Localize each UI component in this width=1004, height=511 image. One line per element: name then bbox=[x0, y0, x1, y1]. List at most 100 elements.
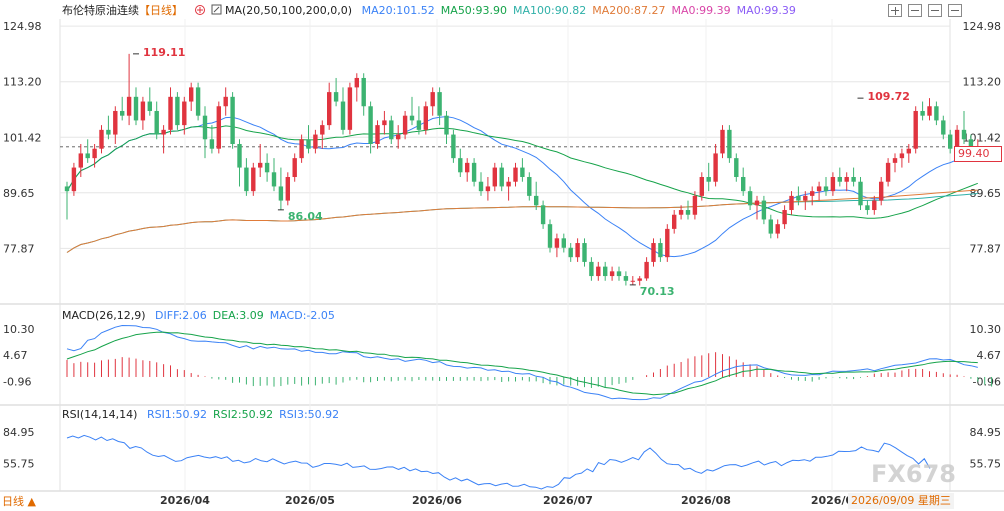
candle bbox=[506, 177, 511, 201]
settings-button[interactable] bbox=[948, 4, 962, 17]
candle bbox=[616, 266, 622, 281]
candle bbox=[810, 186, 815, 206]
price-annotation: 86.04 bbox=[277, 209, 323, 223]
candle bbox=[64, 181, 70, 220]
candle bbox=[630, 276, 635, 285]
candle bbox=[430, 87, 435, 116]
candle bbox=[713, 143, 718, 187]
rsi-tick-label: 84.95 bbox=[3, 426, 35, 439]
candle bbox=[727, 125, 732, 163]
candle bbox=[796, 186, 801, 206]
chart-title: 布伦特原油连续【日线】 bbox=[62, 3, 183, 17]
candle bbox=[258, 143, 263, 178]
rsi-tick-label: 84.95 bbox=[970, 426, 1002, 439]
price-tick-label: 77.87 bbox=[970, 242, 1002, 255]
candle bbox=[672, 210, 677, 234]
candle bbox=[609, 266, 615, 281]
ma-toggle-icon[interactable] bbox=[195, 5, 205, 15]
candle bbox=[278, 167, 284, 210]
candle bbox=[416, 106, 422, 135]
ma200-line bbox=[66, 189, 978, 253]
candle bbox=[264, 153, 270, 182]
candle bbox=[340, 87, 346, 135]
candle bbox=[251, 162, 256, 196]
candle bbox=[913, 106, 918, 154]
candle bbox=[754, 195, 760, 220]
price-tick-label: 113.20 bbox=[963, 76, 1002, 89]
candle bbox=[527, 172, 532, 201]
candle bbox=[741, 167, 746, 196]
candle bbox=[285, 172, 290, 206]
price-tick-label: 124.98 bbox=[963, 20, 1002, 33]
candle bbox=[782, 205, 787, 229]
candle bbox=[575, 238, 580, 262]
candle bbox=[879, 177, 884, 206]
candle bbox=[437, 87, 442, 126]
macd-tick-label: 10.30 bbox=[3, 323, 35, 336]
time-tick-label: 2026/08 bbox=[681, 494, 731, 507]
candle bbox=[85, 139, 90, 163]
price-annotation: 70.13 bbox=[629, 284, 675, 298]
fullscreen-button[interactable] bbox=[908, 4, 922, 17]
candle bbox=[382, 110, 387, 135]
candlestick-series bbox=[64, 53, 980, 286]
macd-legend: MACD(26,12,9) DIFF:2.06 DEA:3.09 MACD:-2.0… bbox=[62, 309, 335, 322]
candle bbox=[168, 87, 173, 135]
candle bbox=[961, 110, 967, 144]
candle bbox=[692, 191, 698, 220]
candle bbox=[844, 172, 849, 192]
price-annotation: 119.11 bbox=[133, 46, 185, 59]
candle bbox=[858, 177, 863, 211]
candle bbox=[120, 96, 125, 121]
last-price-value: 99.40 bbox=[958, 147, 990, 160]
crosshair-button[interactable] bbox=[888, 4, 902, 17]
price-tick-label: 124.98 bbox=[3, 20, 42, 33]
candle bbox=[637, 276, 642, 286]
candle bbox=[223, 87, 228, 116]
candle bbox=[175, 92, 180, 130]
layout-button[interactable] bbox=[928, 4, 942, 17]
candle bbox=[872, 195, 877, 215]
candle bbox=[596, 261, 601, 281]
candle bbox=[354, 73, 359, 102]
candle bbox=[244, 158, 249, 196]
candle bbox=[92, 143, 97, 168]
candle bbox=[237, 139, 242, 187]
macd-panel: 10.30 10.30 4.67 4.67 -0.96 -0.96 bbox=[3, 323, 1002, 401]
macd-dea-line bbox=[66, 331, 978, 396]
time-axis: 2026/04 2026/05 2026/06 2026/07 2026/08 2026/… bbox=[160, 494, 853, 507]
candle bbox=[568, 243, 573, 262]
candle bbox=[513, 162, 518, 187]
candle bbox=[458, 148, 463, 178]
candle bbox=[106, 115, 111, 140]
date-tooltip-label: 2026/09/09 星期三 bbox=[851, 494, 951, 507]
candle bbox=[333, 77, 339, 107]
candle bbox=[113, 106, 118, 144]
period-selector[interactable]: 日线 ▲ bbox=[2, 494, 36, 510]
rsi-tick-label: 55.75 bbox=[970, 457, 1002, 470]
candle bbox=[948, 129, 953, 154]
candle bbox=[271, 158, 277, 192]
candle bbox=[409, 96, 415, 126]
candle bbox=[906, 143, 911, 163]
ma-settings-icon[interactable] bbox=[211, 4, 222, 15]
price-tick-label: 89.65 bbox=[3, 187, 35, 200]
macd-tick-label: 4.67 bbox=[977, 349, 1002, 362]
candle bbox=[865, 200, 870, 215]
candle bbox=[71, 162, 77, 196]
candle bbox=[899, 148, 905, 168]
candle bbox=[478, 172, 484, 196]
time-tick-label: 2026/0 bbox=[811, 494, 854, 507]
candle bbox=[775, 219, 780, 239]
candle bbox=[320, 120, 325, 149]
candle bbox=[451, 129, 456, 163]
candle bbox=[554, 233, 560, 258]
macd-tick-label: -0.96 bbox=[973, 375, 1001, 388]
candle bbox=[837, 167, 842, 187]
candle bbox=[885, 158, 891, 187]
candle bbox=[78, 143, 83, 178]
rsi-panel: 84.95 84.95 55.75 55.75 bbox=[3, 426, 1002, 490]
macd-tick-label: 4.67 bbox=[3, 349, 28, 362]
date-tooltip: 2026/09/09 星期三 bbox=[848, 493, 954, 509]
time-tick-label: 2026/04 bbox=[160, 494, 210, 507]
